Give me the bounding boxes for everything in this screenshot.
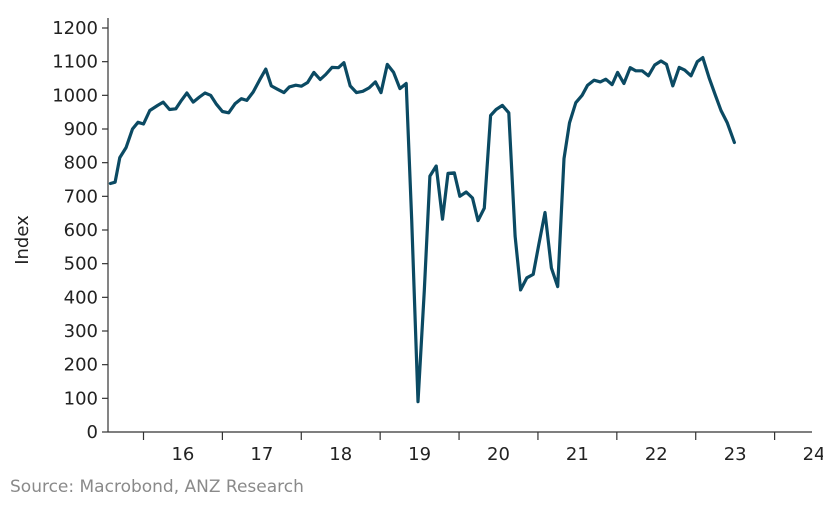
x-tick-label: 23 <box>724 444 747 465</box>
x-tick-label: 20 <box>487 444 510 465</box>
x-axis: 16 17 18 19 20 21 22 23 24 <box>108 431 823 465</box>
series-line <box>108 56 736 404</box>
x-tick-label: 22 <box>645 444 668 465</box>
x-tick-label: 24 <box>803 444 823 465</box>
y-tick-label: 0 <box>87 422 98 443</box>
y-tick-label: 1200 <box>52 18 98 39</box>
y-tick-label: 800 <box>64 153 98 174</box>
y-tick-label: 600 <box>64 220 98 241</box>
y-tick-label: 1000 <box>52 85 98 106</box>
x-tick-label: 18 <box>329 444 352 465</box>
y-tick-label: 100 <box>64 388 98 409</box>
y-tick-label: 700 <box>64 186 98 207</box>
y-tick-label: 1100 <box>52 52 98 73</box>
x-tick-label: 21 <box>566 444 589 465</box>
x-tick-label: 17 <box>250 444 273 465</box>
y-tick-label: 500 <box>64 254 98 275</box>
y-axis-title: Index <box>12 215 33 265</box>
y-tick-label: 200 <box>64 355 98 376</box>
y-tick-label: 300 <box>64 321 98 342</box>
y-tick-label: 900 <box>64 119 98 140</box>
y-axis: 0 100 200 300 400 500 600 700 800 900 1000 1100 1200 <box>52 18 109 443</box>
x-tick-label: 16 <box>171 444 194 465</box>
y-tick-label: 400 <box>64 287 98 308</box>
source-note: Source: Macrobond, ANZ Research <box>10 477 304 497</box>
x-tick-label: 19 <box>408 444 431 465</box>
